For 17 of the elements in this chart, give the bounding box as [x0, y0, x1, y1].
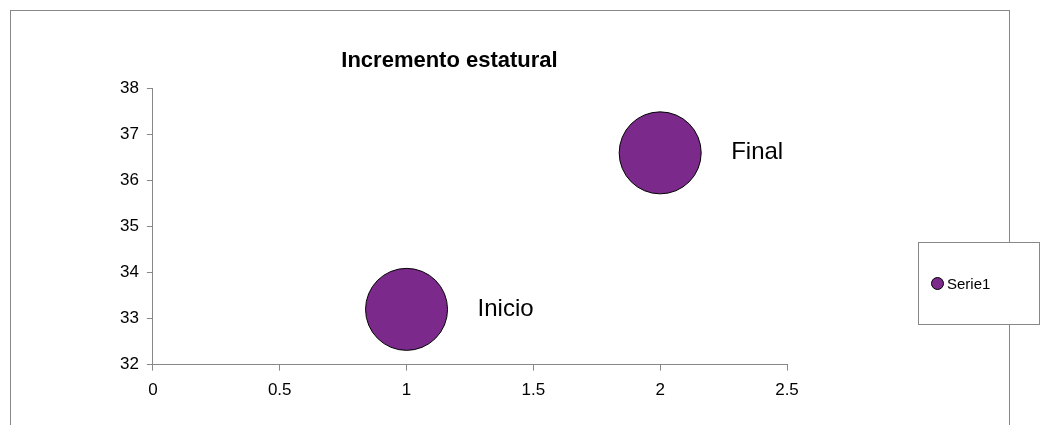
y-tick-label: 36: [119, 170, 139, 190]
y-tick-label: 33: [119, 308, 139, 328]
x-tick-label: 2.5: [775, 380, 799, 400]
legend-label: Serie1: [947, 275, 991, 292]
annotation: Inicio: [477, 293, 534, 321]
annotation: Final: [731, 137, 784, 165]
chart-title: Incremento estatural: [341, 47, 558, 73]
x-tick-label: 0: [148, 380, 158, 400]
x-tick-label: 1.5: [521, 380, 546, 400]
y-tick-label: 34: [119, 262, 139, 282]
x-tick-label: 0.5: [267, 380, 292, 400]
x-tick-label: 2: [655, 380, 665, 400]
y-tick-label: 32: [119, 354, 139, 374]
y-tick-label: 35: [119, 216, 139, 236]
y-tick-label: 37: [119, 124, 139, 144]
y-tick-label: 38: [119, 78, 139, 98]
x-tick-label: 1: [401, 380, 412, 400]
